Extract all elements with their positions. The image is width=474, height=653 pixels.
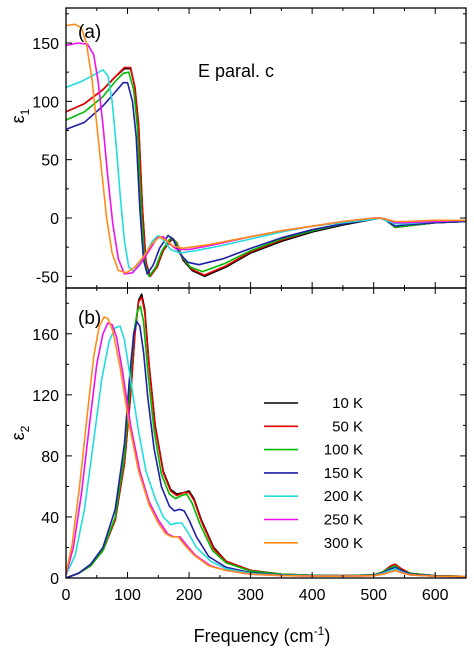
x-axis-label-sup: -1 xyxy=(314,624,325,638)
y-axis-label-main: ε xyxy=(8,432,28,440)
y-tick-label: 40 xyxy=(41,510,59,527)
legend-label: 150 K xyxy=(324,465,363,482)
x-axis-label-main: Frequency (cm xyxy=(194,626,314,646)
y-tick-label: 100 xyxy=(32,94,59,111)
x-tick-label: 100 xyxy=(114,587,141,604)
series-line-b-2 xyxy=(66,305,466,578)
legend-label: 200 K xyxy=(324,488,363,505)
series-group xyxy=(66,23,466,278)
y-axis-label-main: ε xyxy=(8,115,28,123)
x-tick-label: 0 xyxy=(62,587,71,604)
y-tick-label: 160 xyxy=(32,327,59,344)
plot-frame xyxy=(65,287,467,579)
panel-b: 0 100 200 300 400 500 600 0 40 80 120 160 ε2 (b) 10 K 5… xyxy=(8,287,467,646)
legend-label: 250 K xyxy=(324,512,363,529)
y-tick-label: 80 xyxy=(41,449,59,466)
legend-label: 300 K xyxy=(324,535,363,552)
y-tick-label: 120 xyxy=(32,388,59,405)
series-line-b-4 xyxy=(66,325,466,578)
y-tick-label: 50 xyxy=(41,153,59,170)
panel-label: (a) xyxy=(78,22,101,43)
y-axis-label-sub: 2 xyxy=(18,425,32,432)
x-tick-label: 200 xyxy=(176,587,203,604)
x-tick-label: 600 xyxy=(422,587,449,604)
y-tick-label: 0 xyxy=(50,571,59,588)
series-line-a-6 xyxy=(66,23,466,274)
x-tick-label: 500 xyxy=(360,587,387,604)
y-axis-label-sub: 1 xyxy=(18,108,32,115)
y-axis-label: ε1 xyxy=(8,108,32,123)
legend-label: 10 K xyxy=(332,395,363,412)
series-group xyxy=(66,293,466,578)
x-axis-label: Frequency (cm-1) xyxy=(194,624,331,646)
panel-label: (b) xyxy=(78,308,101,329)
y-tick-label: 0 xyxy=(50,211,59,228)
y-tick-label: -50 xyxy=(36,269,59,286)
series-line-b-6 xyxy=(66,316,466,578)
series-line-a-4 xyxy=(66,69,466,273)
panel-annotation: E paral. c xyxy=(198,61,274,81)
y-tick-label: 150 xyxy=(32,36,59,53)
legend-label: 50 K xyxy=(332,418,363,435)
x-tick-label: 400 xyxy=(299,587,326,604)
legend: 10 K 50 K 100 K 150 K 200 K 250 K 300 K xyxy=(264,395,363,552)
x-axis-label-end: ) xyxy=(324,626,330,646)
panel-a: -50 0 50 100 150 ε1 (a) E paral. c xyxy=(8,7,467,289)
y-axis-label: ε2 xyxy=(8,425,32,440)
x-tick-label: 300 xyxy=(237,587,264,604)
legend-label: 100 K xyxy=(324,442,363,459)
